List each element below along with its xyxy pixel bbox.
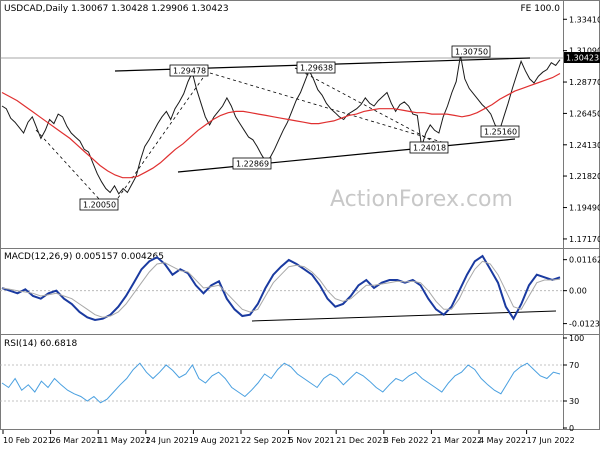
macd-axis: 0.011629 0.00 -0.012348	[563, 256, 600, 329]
rsi-axis-tick-label: 100	[569, 334, 584, 343]
macd-axis-tick-label: -0.012348	[569, 320, 600, 329]
signal-line	[1, 260, 561, 318]
price-axis-tick-label: 1.19490	[569, 204, 600, 213]
x-axis-tick-label: 5 Nov 2021	[289, 436, 335, 445]
rsi-line	[1, 362, 561, 404]
rsi-axis-tick-label: 70	[569, 361, 579, 370]
price-axis-tick-label: 1.31090	[569, 47, 600, 56]
price-series	[1, 55, 561, 195]
watermark: ActionForex.com	[330, 187, 513, 212]
price-line	[1, 55, 561, 195]
x-axis-tick-label: 24 Jun 2021	[146, 436, 194, 445]
annotation-high-1: 1.29478	[169, 64, 209, 77]
annotation-box	[480, 125, 520, 138]
macd-label: MACD(12,26,9) 0.005157 0.004265	[4, 252, 164, 262]
dashed-trendline-3	[35, 129, 101, 201]
annotation-low-4: 1.25160	[480, 125, 520, 138]
annotation-box	[79, 198, 119, 211]
x-axis-tick-label: 10 Feb 2021	[3, 436, 53, 445]
annotation-text: 1.25160	[484, 128, 517, 137]
rsi-axis: 100 70 30 0	[563, 334, 584, 433]
annotation-box	[451, 45, 491, 58]
price-axis-tick-label: 1.17170	[569, 235, 600, 244]
price-axis-tick-label: 1.33410	[569, 15, 600, 24]
rsi-axis-tick-label: 0	[569, 424, 574, 433]
annotation-box	[169, 64, 209, 77]
x-axis-tick-label: 26 Mar 2021	[51, 436, 102, 445]
current-price-box	[564, 52, 600, 63]
annotation-text: 1.24018	[413, 144, 446, 153]
annotation-high-3: 1.30750	[451, 45, 491, 58]
x-axis-tick-label: 21 Dec 2021	[336, 436, 387, 445]
annotation-box	[232, 157, 272, 170]
rsi-label: RSI(14) 60.6818	[4, 339, 77, 349]
price-axis-tick-label: 1.24130	[569, 141, 600, 150]
x-axis-tick-label: 4 May 2022	[479, 436, 526, 445]
macd-axis-tick-label: 0.00	[569, 287, 587, 296]
price-axis-tick-label: 1.21820	[569, 172, 600, 181]
annotation-text: 1.22869	[236, 160, 269, 169]
macd-trendline	[251, 310, 557, 322]
annotation-text: 1.30750	[455, 48, 488, 57]
current-price-text: 1.30423	[566, 54, 599, 63]
annotation-box	[296, 61, 336, 74]
dashed-trendline-1	[209, 72, 446, 144]
x-axis-tick-label: 21 Mar 2022	[431, 436, 482, 445]
x-axis-tick-label: 3 Feb 2022	[384, 436, 429, 445]
macd-series	[1, 254, 561, 322]
price-axis-tick-label: 1.28770	[569, 78, 600, 87]
x-axis-tick-label: 22 Sep 2021	[241, 436, 292, 445]
price-axis: 1.17170 1.19490 1.21820 1.24130 1.26450 1.287…	[563, 15, 600, 244]
annotation-text: 1.20050	[83, 201, 116, 210]
ema-line	[1, 72, 561, 179]
annotation-low-1: 1.20050	[79, 198, 119, 211]
annotation-text: 1.29638	[300, 64, 333, 73]
annotations: 1.20050 1.29478 1.22869 1.29638 1.24018 …	[79, 45, 520, 211]
rsi-grid	[0, 364, 563, 402]
macd-line	[1, 254, 561, 322]
x-axis-tick-label: 11 May 2021	[98, 436, 150, 445]
price-axis-tick-label: 1.26450	[569, 109, 600, 118]
annotation-box	[409, 141, 449, 154]
rsi-axis-tick-label: 30	[569, 397, 579, 406]
current-price-marker: 1.30423	[564, 52, 600, 63]
fe-label: FE 100.0	[521, 4, 561, 14]
annotation-low-3: 1.24018	[409, 141, 449, 154]
annotation-low-2: 1.22869	[232, 157, 272, 170]
x-axis-tick-label: 9 Aug 2021	[193, 436, 239, 445]
annotation-text: 1.29478	[173, 67, 206, 76]
annotation-high-2: 1.29638	[296, 61, 336, 74]
macd-axis-tick-label: 0.011629	[569, 256, 600, 265]
x-axis-tick-label: 17 Jun 2022	[527, 436, 575, 445]
chart-title: USDCAD,Daily 1.30067 1.30428 1.29906 1.3…	[4, 4, 229, 14]
rsi-series	[1, 362, 561, 404]
